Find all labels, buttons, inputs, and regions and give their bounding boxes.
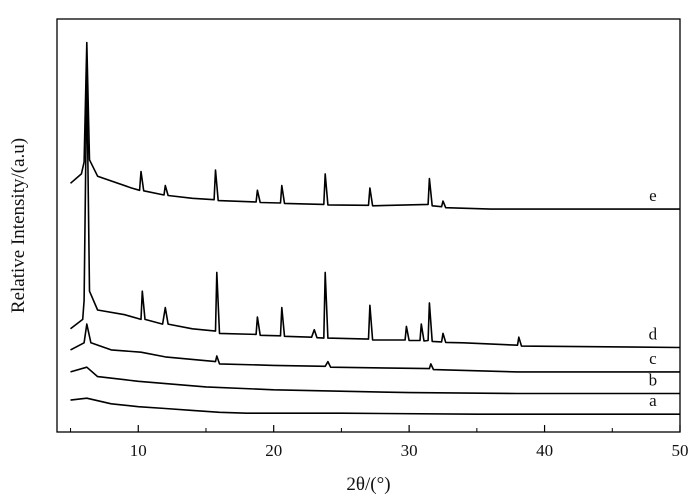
axes	[56, 18, 681, 433]
labels-group: 10 20 30 40 50 2θ/(°) Relative Intensity/(a.u)…	[8, 138, 689, 495]
plot-frame	[56, 18, 681, 433]
series-line-b	[70, 366, 680, 395]
x-tick-label: 40	[536, 441, 553, 460]
series-label-a: a	[649, 391, 657, 410]
series-label-b: b	[649, 371, 658, 390]
series-line-c	[70, 323, 680, 373]
x-tick-label: 30	[401, 441, 418, 460]
series-label-e: e	[649, 186, 657, 205]
x-tick-label: 20	[265, 441, 282, 460]
y-axis-title: Relative Intensity/(a.u)	[8, 138, 29, 313]
series-group	[69, 41, 681, 416]
series-line-d	[70, 74, 681, 349]
x-tick-label: 10	[130, 441, 147, 460]
series-label-d: d	[649, 325, 658, 344]
series-line-a	[70, 397, 680, 416]
series-label-c: c	[649, 349, 657, 368]
x-axis-title: 2θ/(°)	[346, 474, 390, 495]
x-tick-label: 50	[672, 441, 689, 460]
series-line-e	[69, 41, 680, 210]
